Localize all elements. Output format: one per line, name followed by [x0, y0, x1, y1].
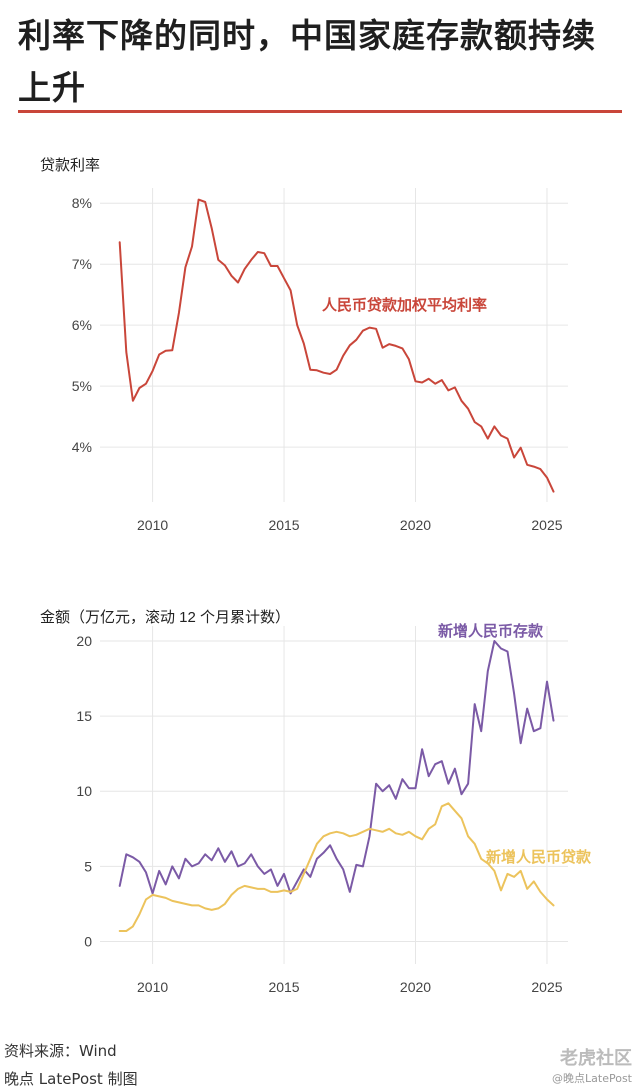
series-label-1: 人民币贷款加权平均利率 [322, 296, 487, 314]
y-tick-label: 5% [72, 378, 92, 394]
y-tick-label: 6% [72, 317, 92, 333]
x-tick-label: 2015 [268, 517, 299, 533]
watermark-brand: 老虎社区 [560, 1048, 632, 1069]
series-line-2 [118, 802, 555, 932]
y-tick-label: 5 [84, 858, 92, 874]
y-axis-title: 贷款利率 [40, 157, 100, 174]
x-tick-label: 2020 [400, 517, 431, 533]
y-tick-label: 4% [72, 439, 92, 455]
watermark-handle: @晚点LatePost [552, 1072, 632, 1085]
y-tick-label: 15 [76, 708, 92, 724]
x-tick-label: 2020 [400, 979, 431, 995]
y-tick-label: 0 [84, 933, 92, 949]
y-tick-label: 8% [72, 195, 92, 211]
series-line-1 [118, 640, 555, 895]
loan-rate-chart: 贷款利率 4% 5% 6% 7% 8% 2010 2015 2020 2025 人民币贷款加权平均利… [40, 157, 568, 533]
series-line-1 [118, 198, 555, 493]
x-tick-label: 2015 [268, 979, 299, 995]
y-tick-label: 10 [76, 783, 92, 799]
series-label-1: 新增人民币存款 [438, 622, 544, 640]
title-rule [18, 110, 622, 113]
page-title: 利率下降的同时，中国家庭存款额持续上升 [18, 16, 596, 107]
x-tick-label: 2010 [137, 979, 168, 995]
credit-note: 晚点 LatePost 制图 [4, 1070, 138, 1088]
amount-chart: 金额（万亿元，滚动 12 个月累计数） 0 5 10 15 20 2010 2015 2020 2… [40, 609, 592, 995]
y-tick-label: 7% [72, 256, 92, 272]
x-tick-label: 2025 [531, 979, 562, 995]
y-tick-label: 20 [76, 633, 92, 649]
y-axis-title: 金额（万亿元，滚动 12 个月累计数） [40, 609, 290, 626]
x-tick-label: 2025 [531, 517, 562, 533]
series-label-2: 新增人民币贷款 [486, 848, 592, 866]
x-tick-label: 2010 [137, 517, 168, 533]
source-note: 资料来源：Wind [4, 1042, 117, 1060]
